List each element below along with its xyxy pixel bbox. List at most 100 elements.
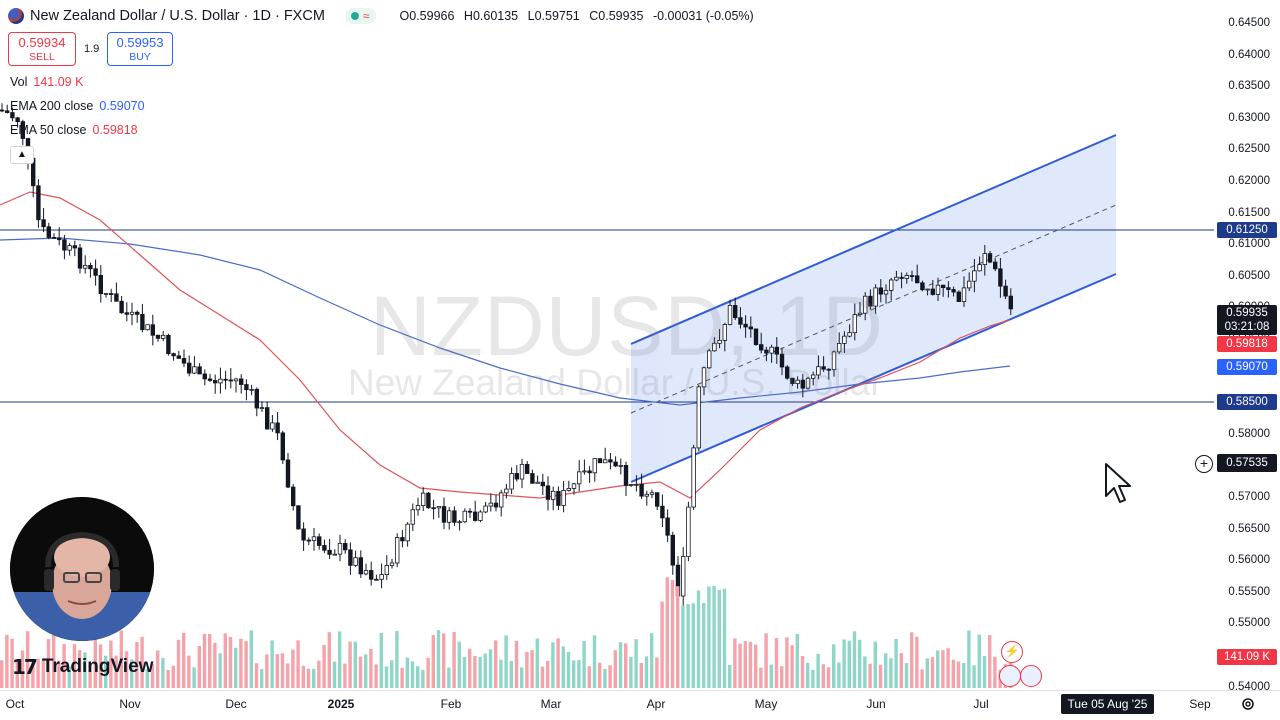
candle-body xyxy=(218,378,223,384)
volume-bar xyxy=(696,590,701,688)
volume-bar xyxy=(546,660,550,688)
candle-body xyxy=(764,349,769,354)
candle-body xyxy=(811,374,816,379)
volume-bar xyxy=(0,660,4,688)
candle-body xyxy=(613,461,618,467)
volume-bar xyxy=(977,634,981,688)
economic-event-icon[interactable] xyxy=(999,665,1021,687)
volume-bar xyxy=(494,640,498,688)
volume-bar xyxy=(988,635,992,688)
candle-body xyxy=(264,407,270,430)
lightning-icon[interactable]: ⚡ xyxy=(1001,641,1023,663)
volume-bar xyxy=(52,632,56,688)
candle-body xyxy=(603,459,608,464)
volume-bar xyxy=(379,633,383,688)
candle-body xyxy=(342,543,348,551)
volume-bar xyxy=(374,664,378,688)
candle-body xyxy=(899,276,904,279)
symbol-watermark: NZDUSD, 1D xyxy=(370,279,885,373)
volume-bar xyxy=(634,639,638,688)
time-tick-label: Apr xyxy=(646,697,666,711)
ema-50-legend[interactable]: EMA 50 close 0.59818 xyxy=(10,123,138,137)
volume-bar xyxy=(176,639,181,688)
time-tick-label: Feb xyxy=(440,697,462,711)
candle-body xyxy=(753,328,759,346)
candle-body xyxy=(0,109,5,112)
volume-legend[interactable]: Vol 141.09 K xyxy=(10,75,84,89)
volume-bar xyxy=(436,630,441,688)
candle-body xyxy=(519,463,525,480)
volume-bar xyxy=(972,665,976,688)
volume-bar xyxy=(556,638,560,688)
volume-bar xyxy=(754,644,758,688)
candle-body xyxy=(400,537,405,542)
volume-bar xyxy=(936,650,940,688)
current-price-tag: 0.59935 03:21:08 xyxy=(1217,305,1277,335)
volume-bar xyxy=(790,645,794,688)
channel-lower-line xyxy=(630,273,1117,483)
volume-bar xyxy=(421,669,425,688)
candle-body xyxy=(665,517,670,536)
add-alert-plus-icon[interactable]: + xyxy=(1195,455,1213,473)
price-axis[interactable]: 0.64500 0.64000 0.63500 0.63000 0.62500 0.620… xyxy=(1214,0,1280,693)
ema-200-legend[interactable]: EMA 200 close 0.59070 xyxy=(10,99,145,113)
time-axis[interactable]: Oct Nov Dec 2025 Feb Mar Apr May Jun Jul Sep Tue 0… xyxy=(0,690,1280,720)
price-tick-label: 0.56000 xyxy=(1228,554,1270,567)
volume-bar xyxy=(816,653,820,688)
volume-bar xyxy=(72,644,77,688)
candle-body xyxy=(868,295,873,307)
channel-mid-line xyxy=(630,204,1117,414)
candle-body xyxy=(634,483,639,486)
candle-body xyxy=(212,380,218,384)
candle-body xyxy=(727,305,733,325)
candle-body xyxy=(951,289,956,293)
candle-body xyxy=(311,536,317,541)
candle-body xyxy=(103,293,109,295)
buy-button[interactable]: 0.59953 BUY xyxy=(107,32,173,66)
gear-icon[interactable] xyxy=(1240,696,1256,712)
volume-bar xyxy=(722,588,727,688)
candle-body xyxy=(816,366,821,376)
volume-bar xyxy=(31,662,35,688)
price-tick-label: 0.55500 xyxy=(1228,585,1270,598)
volume-bar xyxy=(223,633,227,688)
volume-bar xyxy=(904,663,909,688)
volume-bar xyxy=(265,654,269,688)
volume-bar xyxy=(530,650,534,688)
volume-bar xyxy=(525,651,529,688)
volume-bar xyxy=(187,655,191,688)
volume-bar xyxy=(993,656,997,688)
candle-body xyxy=(379,574,384,580)
candle-body xyxy=(114,293,119,302)
time-tick-label: Nov xyxy=(119,697,141,711)
collapse-legend-button[interactable]: ▲ xyxy=(10,146,34,164)
volume-bar xyxy=(910,632,914,688)
volume-bar xyxy=(842,639,846,688)
volume-bar xyxy=(400,667,404,688)
volume-bar xyxy=(915,636,919,688)
candle-body xyxy=(795,379,800,384)
candle-body xyxy=(337,543,343,555)
symbol-title[interactable]: New Zealand Dollar / U.S. Dollar · 1D · … xyxy=(30,8,325,24)
candle-body xyxy=(821,366,826,370)
candle-body xyxy=(233,378,239,382)
tradingview-logo[interactable]: 17 TradingView xyxy=(12,655,154,679)
candle-body xyxy=(478,511,483,521)
volume-bar xyxy=(244,641,248,688)
candle-body xyxy=(285,459,291,488)
market-status[interactable]: ≈ xyxy=(344,8,376,24)
volume-bar xyxy=(676,586,680,688)
economic-event-icon[interactable] xyxy=(1020,665,1042,687)
volume-bar xyxy=(592,635,597,688)
candle-body xyxy=(878,287,883,295)
volume-bar xyxy=(504,635,508,688)
candle-body xyxy=(993,261,998,270)
volume-bar xyxy=(286,663,290,688)
candle-body xyxy=(93,268,98,276)
volume-bar xyxy=(416,666,420,688)
volume-bar xyxy=(182,632,186,688)
volume-bar xyxy=(5,634,9,688)
volume-bar xyxy=(639,662,643,688)
sell-button[interactable]: 0.59934 SELL xyxy=(8,32,76,66)
